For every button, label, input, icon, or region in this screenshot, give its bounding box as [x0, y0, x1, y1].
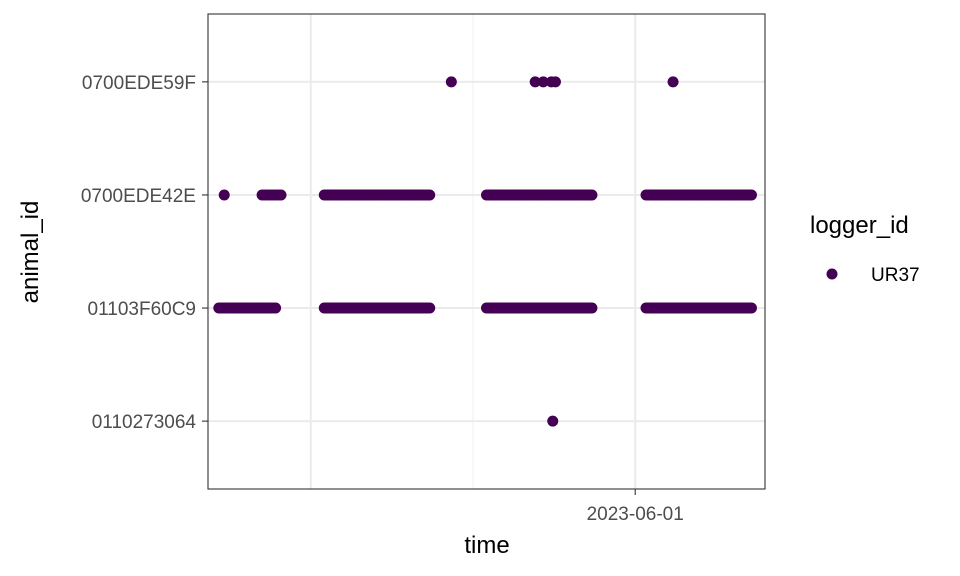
x-axis-title: time	[464, 532, 509, 559]
data-point	[537, 76, 549, 88]
legend-label-ur37: UR37	[871, 265, 920, 286]
y-tick-label: 01103F60C9	[88, 299, 196, 320]
data-point	[424, 302, 436, 314]
y-tick-label: 0110273064	[92, 412, 197, 433]
data-point	[586, 189, 598, 201]
data-point	[218, 189, 230, 201]
data-point	[586, 302, 598, 314]
legend-key-ur37	[826, 268, 838, 280]
data-point	[745, 189, 757, 201]
data-point	[445, 76, 457, 88]
plot-border	[207, 13, 766, 490]
y-tick-label: 0700EDE59F	[82, 73, 196, 94]
legend-title: logger_id	[810, 212, 909, 239]
plot-background	[208, 14, 765, 489]
x-tick-label: 2023-06-01	[587, 504, 684, 525]
y-tick-label: 0700EDE42E	[81, 186, 196, 207]
axes: 0110273064 01103F60C9 0700EDE42E 0700EDE59F…	[81, 73, 684, 525]
data-point	[547, 415, 559, 427]
data-point	[275, 189, 287, 201]
data-point	[545, 76, 557, 88]
data-point	[424, 189, 436, 201]
y-axis-title: animal_id	[17, 201, 44, 304]
data-point	[745, 302, 757, 314]
legend: logger_id UR37	[810, 212, 920, 286]
data-point	[270, 302, 282, 314]
data-points	[213, 76, 757, 427]
data-point	[667, 76, 679, 88]
data-point	[529, 76, 541, 88]
